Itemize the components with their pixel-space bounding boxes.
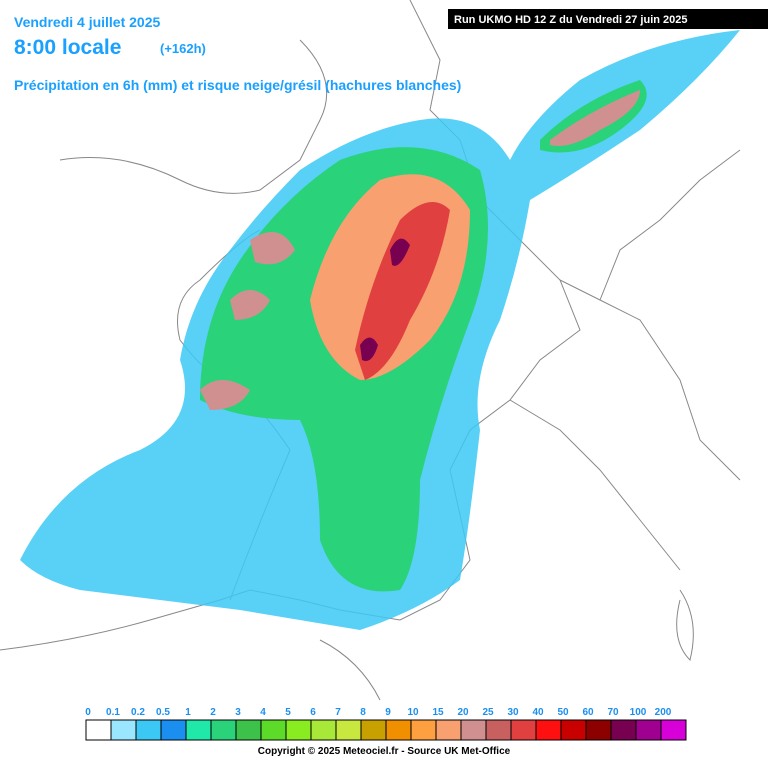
legend-label: 30 (507, 707, 519, 718)
legend-swatch (635, 719, 662, 741)
legend-swatch (260, 719, 287, 741)
legend-swatch (185, 719, 212, 741)
legend-label: 1 (185, 707, 191, 718)
legend-swatch (285, 719, 312, 741)
lead-time: (+162h) (160, 41, 206, 56)
copyright: Copyright © 2025 Meteociel.fr - Source U… (258, 746, 511, 757)
legend-swatch (85, 719, 112, 741)
run-info: Run UKMO HD 12 Z du Vendredi 27 juin 202… (454, 14, 688, 26)
legend-swatch (110, 719, 137, 741)
legend-swatch (660, 719, 687, 741)
legend-label: 60 (582, 707, 594, 718)
legend-label: 70 (607, 707, 619, 718)
legend: 0 0.1 0.2 0.5 1 2 3 4 5 6 7 8 9 10 15 20 25 30 40 50 60 70 100… (85, 707, 687, 741)
legend-label: 3 (235, 707, 241, 718)
legend-swatch (410, 719, 437, 741)
legend-label: 6 (310, 707, 316, 718)
legend-label: 15 (432, 707, 444, 718)
legend-swatch (535, 719, 562, 741)
legend-swatch (485, 719, 512, 741)
legend-label: 10 (407, 707, 419, 718)
legend-label: 20 (457, 707, 469, 718)
legend-label: 9 (385, 707, 391, 718)
legend-swatch (385, 719, 412, 741)
legend-label: 200 (655, 707, 672, 718)
legend-swatch (235, 719, 262, 741)
legend-label: 0.5 (156, 707, 170, 718)
legend-label: 0.1 (106, 707, 120, 718)
legend-swatch (510, 719, 537, 741)
legend-swatch (210, 719, 237, 741)
legend-swatch (310, 719, 337, 741)
legend-label: 0.2 (131, 707, 145, 718)
legend-swatch (335, 719, 362, 741)
forecast-time: 8:00 locale (14, 36, 121, 59)
legend-label: 2 (210, 707, 216, 718)
precipitation-field (20, 30, 740, 630)
legend-label: 40 (532, 707, 544, 718)
legend-label: 5 (285, 707, 291, 718)
legend-label: 50 (557, 707, 569, 718)
legend-swatch (585, 719, 612, 741)
run-banner (448, 9, 768, 29)
legend-swatch (435, 719, 462, 741)
legend-label: 7 (335, 707, 341, 718)
legend-label: 4 (260, 707, 266, 718)
legend-swatch (160, 719, 187, 741)
legend-label: 25 (482, 707, 494, 718)
legend-label: 100 (630, 707, 647, 718)
subtitle: Précipitation en 6h (mm) et risque neige… (14, 77, 461, 93)
legend-swatch (610, 719, 637, 741)
forecast-date: Vendredi 4 juillet 2025 (14, 14, 161, 30)
legend-swatch (560, 719, 587, 741)
legend-label: 8 (360, 707, 366, 718)
legend-swatch (360, 719, 387, 741)
legend-swatch (460, 719, 487, 741)
legend-label: 0 (85, 707, 91, 718)
legend-swatch (135, 719, 162, 741)
